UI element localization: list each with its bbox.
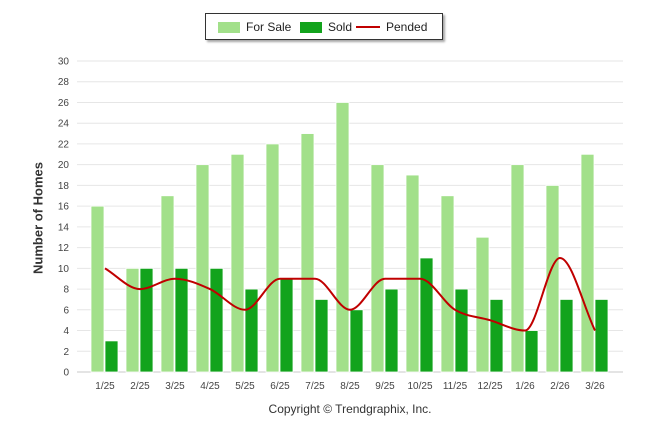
bar-for-sale[interactable] [475,236,490,373]
x-tick-label: 2/25 [130,381,150,392]
bar-sold[interactable] [524,330,539,373]
x-tick-label: 8/25 [340,381,360,392]
y-tick-label: 8 [63,285,69,296]
y-tick-label: 2 [63,347,69,358]
bar-for-sale[interactable] [545,184,560,373]
legend-swatch-for-sale [218,21,240,33]
y-tick-label: 4 [63,326,69,337]
legend-label-pended: Pended [386,20,428,34]
x-tick-label: 1/25 [95,381,115,392]
bar-sold[interactable] [454,288,469,373]
x-tick-label: 12/25 [477,381,502,392]
pended-line[interactable] [104,256,596,332]
bar-for-sale[interactable] [125,267,140,373]
x-tick-label: 2/26 [550,381,570,392]
bar-sold[interactable] [489,299,504,373]
bar-sold[interactable] [349,309,364,373]
y-tick-label: 18 [58,181,70,192]
bar-sold[interactable] [314,299,329,373]
x-tick-label: 5/25 [235,381,255,392]
bar-for-sale[interactable] [195,164,210,373]
legend-line-pended [356,26,380,28]
x-axis: 1/25 2/25 3/25 4/25 5/25 6/25 7/25 8/25 9/25 10/2… [95,381,605,392]
y-tick-label: 0 [63,368,69,379]
copyright: Copyright © Trendgraphix, Inc. [268,402,432,416]
x-tick-label: 1/26 [515,381,535,392]
y-tick-label: 12 [58,243,70,254]
legend: For Sale Sold Pended [205,13,443,40]
y-tick-label: 26 [58,98,70,109]
y-tick-label: 28 [58,77,70,88]
y-tick-label: 14 [58,222,70,233]
bar-for-sale[interactable] [440,195,455,373]
bar-sold[interactable] [104,340,119,373]
bar-for-sale[interactable] [160,195,175,373]
bar-for-sale[interactable] [335,102,350,373]
bar-sold[interactable] [594,299,609,373]
bar-for-sale[interactable] [405,174,420,373]
bar-for-sale[interactable] [265,143,280,373]
bar-for-sale[interactable] [510,164,525,373]
bar-for-sale[interactable] [230,153,245,373]
bar-sold[interactable] [384,288,399,373]
legend-item-sold[interactable]: Sold [300,20,352,34]
bar-for-sale[interactable] [370,164,385,373]
y-tick-label: 22 [58,139,70,150]
bar-sold[interactable] [139,267,154,373]
x-tick-label: 3/25 [165,381,185,392]
legend-label-for-sale: For Sale [246,20,292,34]
bar-for-sale[interactable] [300,133,315,373]
legend-label-sold: Sold [328,20,353,34]
y-tick-label: 24 [58,119,70,130]
y-tick-label: 16 [58,202,70,213]
x-tick-label: 11/25 [443,381,468,392]
pended-line-group [104,256,596,332]
y-tick-label: 30 [58,57,70,68]
x-tick-label: 6/25 [270,381,290,392]
x-tick-label: 7/25 [305,381,325,392]
x-tick-label: 9/25 [375,381,395,392]
bar-for-sale[interactable] [90,205,105,373]
y-axis-label: Number of Homes [30,162,46,274]
legend-item-for-sale[interactable]: For Sale [218,20,291,34]
bar-sold[interactable] [419,257,434,373]
legend-item-pended[interactable]: Pended [356,20,427,34]
y-tick-label: 10 [58,264,70,275]
y-tick-label: 6 [63,305,69,316]
y-tick-label: 20 [58,160,70,171]
legend-swatch-sold [300,21,322,33]
bar-sold[interactable] [559,299,574,373]
bar-sold[interactable] [209,267,224,373]
x-tick-label: 4/25 [200,381,220,392]
bar-for-sale[interactable] [580,153,595,373]
bar-sold[interactable] [174,267,189,373]
bar-sold[interactable] [279,278,294,373]
x-tick-label: 3/26 [585,381,605,392]
bars [90,102,609,373]
x-tick-label: 10/25 [407,381,432,392]
